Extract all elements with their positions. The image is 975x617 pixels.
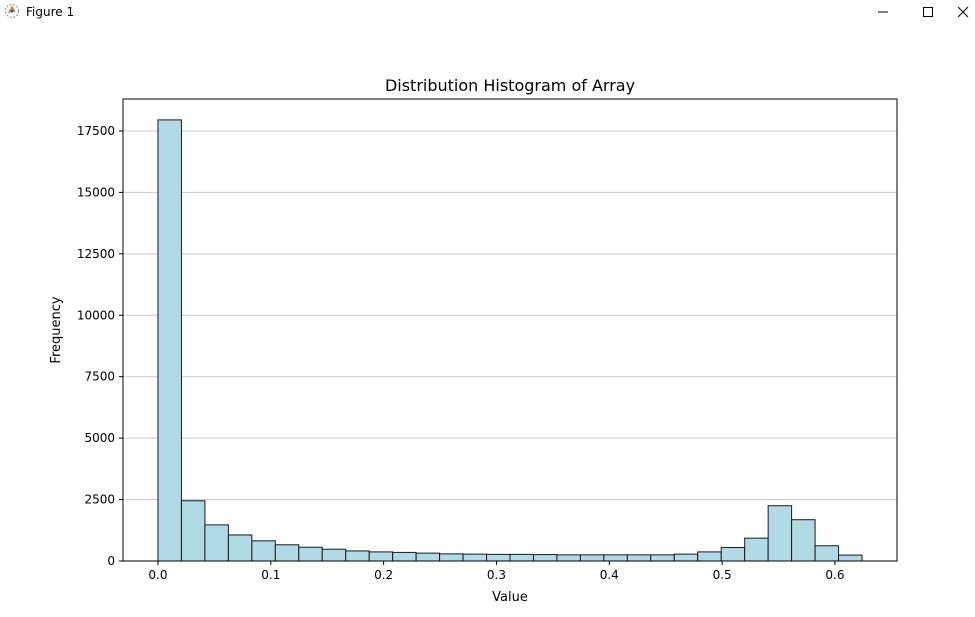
histogram-bar-23 bbox=[697, 551, 722, 562]
histogram-bar-1 bbox=[180, 500, 206, 562]
x-tick-label-1: 0.1 bbox=[261, 568, 280, 582]
y-tick-label-5: 12500 bbox=[77, 247, 115, 261]
chart-area: 0.0 0.1 0.2 0.3 0.4 0.5 0.6 0 2500 5000 7500 10000… bbox=[0, 24, 975, 617]
histogram-bars bbox=[157, 119, 863, 562]
x-tick-label-0: 0.0 bbox=[148, 568, 167, 582]
histogram-bar-12 bbox=[439, 553, 464, 562]
y-tick-label-2: 5000 bbox=[84, 431, 115, 445]
histogram-bar-18 bbox=[579, 554, 605, 562]
histogram-bar-19 bbox=[603, 554, 628, 562]
histogram-bar-21 bbox=[650, 554, 675, 562]
x-tick-label-5: 0.5 bbox=[713, 568, 732, 582]
histogram-bar-13 bbox=[462, 553, 488, 562]
x-tick-label-2: 0.2 bbox=[374, 568, 393, 582]
histogram-bar-24 bbox=[720, 546, 746, 562]
histogram-bar-15 bbox=[509, 553, 534, 562]
histogram-bar-3 bbox=[227, 534, 253, 562]
axes-frame bbox=[122, 98, 898, 562]
y-axis-label: Frequency bbox=[49, 296, 64, 363]
y-tick-label-1: 2500 bbox=[84, 493, 115, 507]
histogram-bar-4 bbox=[251, 540, 276, 562]
figure-app-icon bbox=[5, 4, 19, 18]
histogram-bar-7 bbox=[321, 548, 347, 562]
histogram-bar-16 bbox=[532, 554, 558, 562]
y-tick-label-3: 7500 bbox=[84, 370, 115, 384]
maximize-icon bbox=[923, 7, 933, 17]
histogram-bar-11 bbox=[415, 552, 441, 562]
x-tick-label-4: 0.4 bbox=[600, 568, 619, 582]
histogram-bar-29 bbox=[838, 554, 863, 562]
histogram-chart: 0.0 0.1 0.2 0.3 0.4 0.5 0.6 0 2500 5000 7500 10000… bbox=[49, 76, 898, 605]
histogram-bar-2 bbox=[204, 524, 229, 562]
histogram-bar-25 bbox=[744, 537, 769, 562]
y-tick-label-4: 10000 bbox=[77, 308, 115, 322]
y-tick-label-7: 17500 bbox=[77, 124, 115, 138]
histogram-bar-28 bbox=[814, 545, 840, 562]
y-tick-label-0: 0 bbox=[107, 554, 115, 568]
histogram-bar-17 bbox=[556, 554, 581, 562]
window-title: Figure 1 bbox=[26, 5, 75, 19]
histogram-bar-5 bbox=[274, 544, 300, 562]
histogram-bar-14 bbox=[486, 553, 511, 562]
x-tick-label-3: 0.3 bbox=[487, 568, 506, 582]
minimize-icon bbox=[878, 11, 888, 13]
chart-title: Distribution Histogram of Array bbox=[385, 76, 635, 95]
close-icon bbox=[957, 6, 968, 18]
title-bar[interactable]: Figure 1 bbox=[0, 0, 975, 24]
histogram-bar-20 bbox=[626, 554, 652, 562]
x-axis-ticks: 0.0 0.1 0.2 0.3 0.4 0.5 0.6 bbox=[148, 561, 844, 582]
y-tick-label-6: 15000 bbox=[77, 185, 115, 199]
histogram-bar-8 bbox=[345, 550, 370, 562]
histogram-bar-0 bbox=[157, 119, 182, 562]
histogram-bar-22 bbox=[673, 553, 699, 562]
histogram-bar-9 bbox=[368, 551, 394, 562]
histogram-bar-27 bbox=[791, 519, 816, 562]
x-axis-label: Value bbox=[492, 590, 528, 605]
histogram-bar-10 bbox=[392, 551, 417, 562]
minimize-button[interactable] bbox=[860, 0, 906, 24]
close-button[interactable] bbox=[950, 0, 975, 24]
histogram-bar-6 bbox=[298, 546, 323, 562]
histogram-bar-26 bbox=[767, 505, 793, 562]
x-tick-label-6: 0.6 bbox=[825, 568, 844, 582]
y-axis-ticks: 0 2500 5000 7500 10000 12500 15000 17500 bbox=[77, 124, 123, 568]
maximize-button[interactable] bbox=[905, 0, 951, 24]
grid-lines bbox=[123, 130, 897, 501]
